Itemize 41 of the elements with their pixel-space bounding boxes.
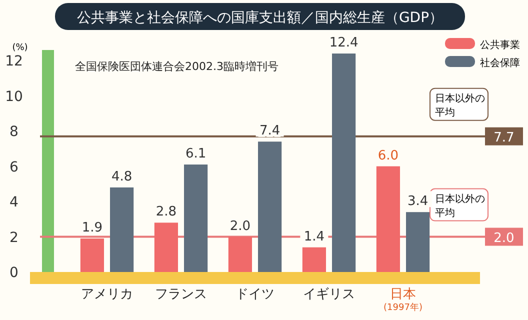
y-tick-label: 0 xyxy=(10,265,18,281)
bar xyxy=(332,54,356,272)
y-tick-label: 8 xyxy=(10,124,18,140)
bar xyxy=(80,238,104,272)
data-label: 12.4 xyxy=(329,36,358,51)
bar xyxy=(154,222,178,272)
data-label: 4.8 xyxy=(111,169,132,184)
chart-title: 公共事業と社会保障への国庫支出額／国内総生産（GDP） xyxy=(76,10,444,26)
bar xyxy=(110,187,134,272)
annotation: 2.0 xyxy=(494,230,514,246)
data-label: 6.1 xyxy=(185,146,206,162)
data-label: 3.4 xyxy=(407,194,428,210)
y-axis-title: (%) xyxy=(12,43,28,53)
bar xyxy=(302,247,326,272)
y-tick-label: 10 xyxy=(5,88,23,105)
annotation: 7.7 xyxy=(494,130,514,146)
data-label: 2.8 xyxy=(156,204,177,220)
y-tick-label: 12 xyxy=(5,54,23,70)
y-tick-label: 6 xyxy=(10,159,19,176)
x-tick-label: 日本(1997年) xyxy=(384,287,422,313)
data-label: 7.4 xyxy=(259,124,280,139)
ref-line-label: 日本以外の平均 xyxy=(435,192,485,219)
bar xyxy=(228,236,252,272)
annotation: 全国保険医団体連合会2002.3臨時増刊号 xyxy=(75,60,278,73)
bar xyxy=(258,142,282,272)
legend-label: 社会保障 xyxy=(480,57,520,69)
ref-line-label: 日本以外の平均 xyxy=(435,92,485,118)
y-tick-label: 4 xyxy=(10,194,19,211)
x-tick-label: ドイツ xyxy=(236,287,274,302)
legend-label: 公共事業 xyxy=(480,39,520,51)
data-label: 1.4 xyxy=(304,229,325,244)
bar xyxy=(406,212,430,272)
data-label: 6.0 xyxy=(378,148,399,164)
x-tick-label: アメリカ xyxy=(81,287,133,302)
data-label: 2.0 xyxy=(230,218,251,234)
y-tick-label: 2 xyxy=(10,230,18,246)
x-tick-label: フランス xyxy=(155,287,207,302)
data-label: 1.9 xyxy=(82,220,103,236)
bar xyxy=(184,164,208,272)
bar xyxy=(376,166,400,272)
x-tick-label: イギリス xyxy=(303,287,355,302)
